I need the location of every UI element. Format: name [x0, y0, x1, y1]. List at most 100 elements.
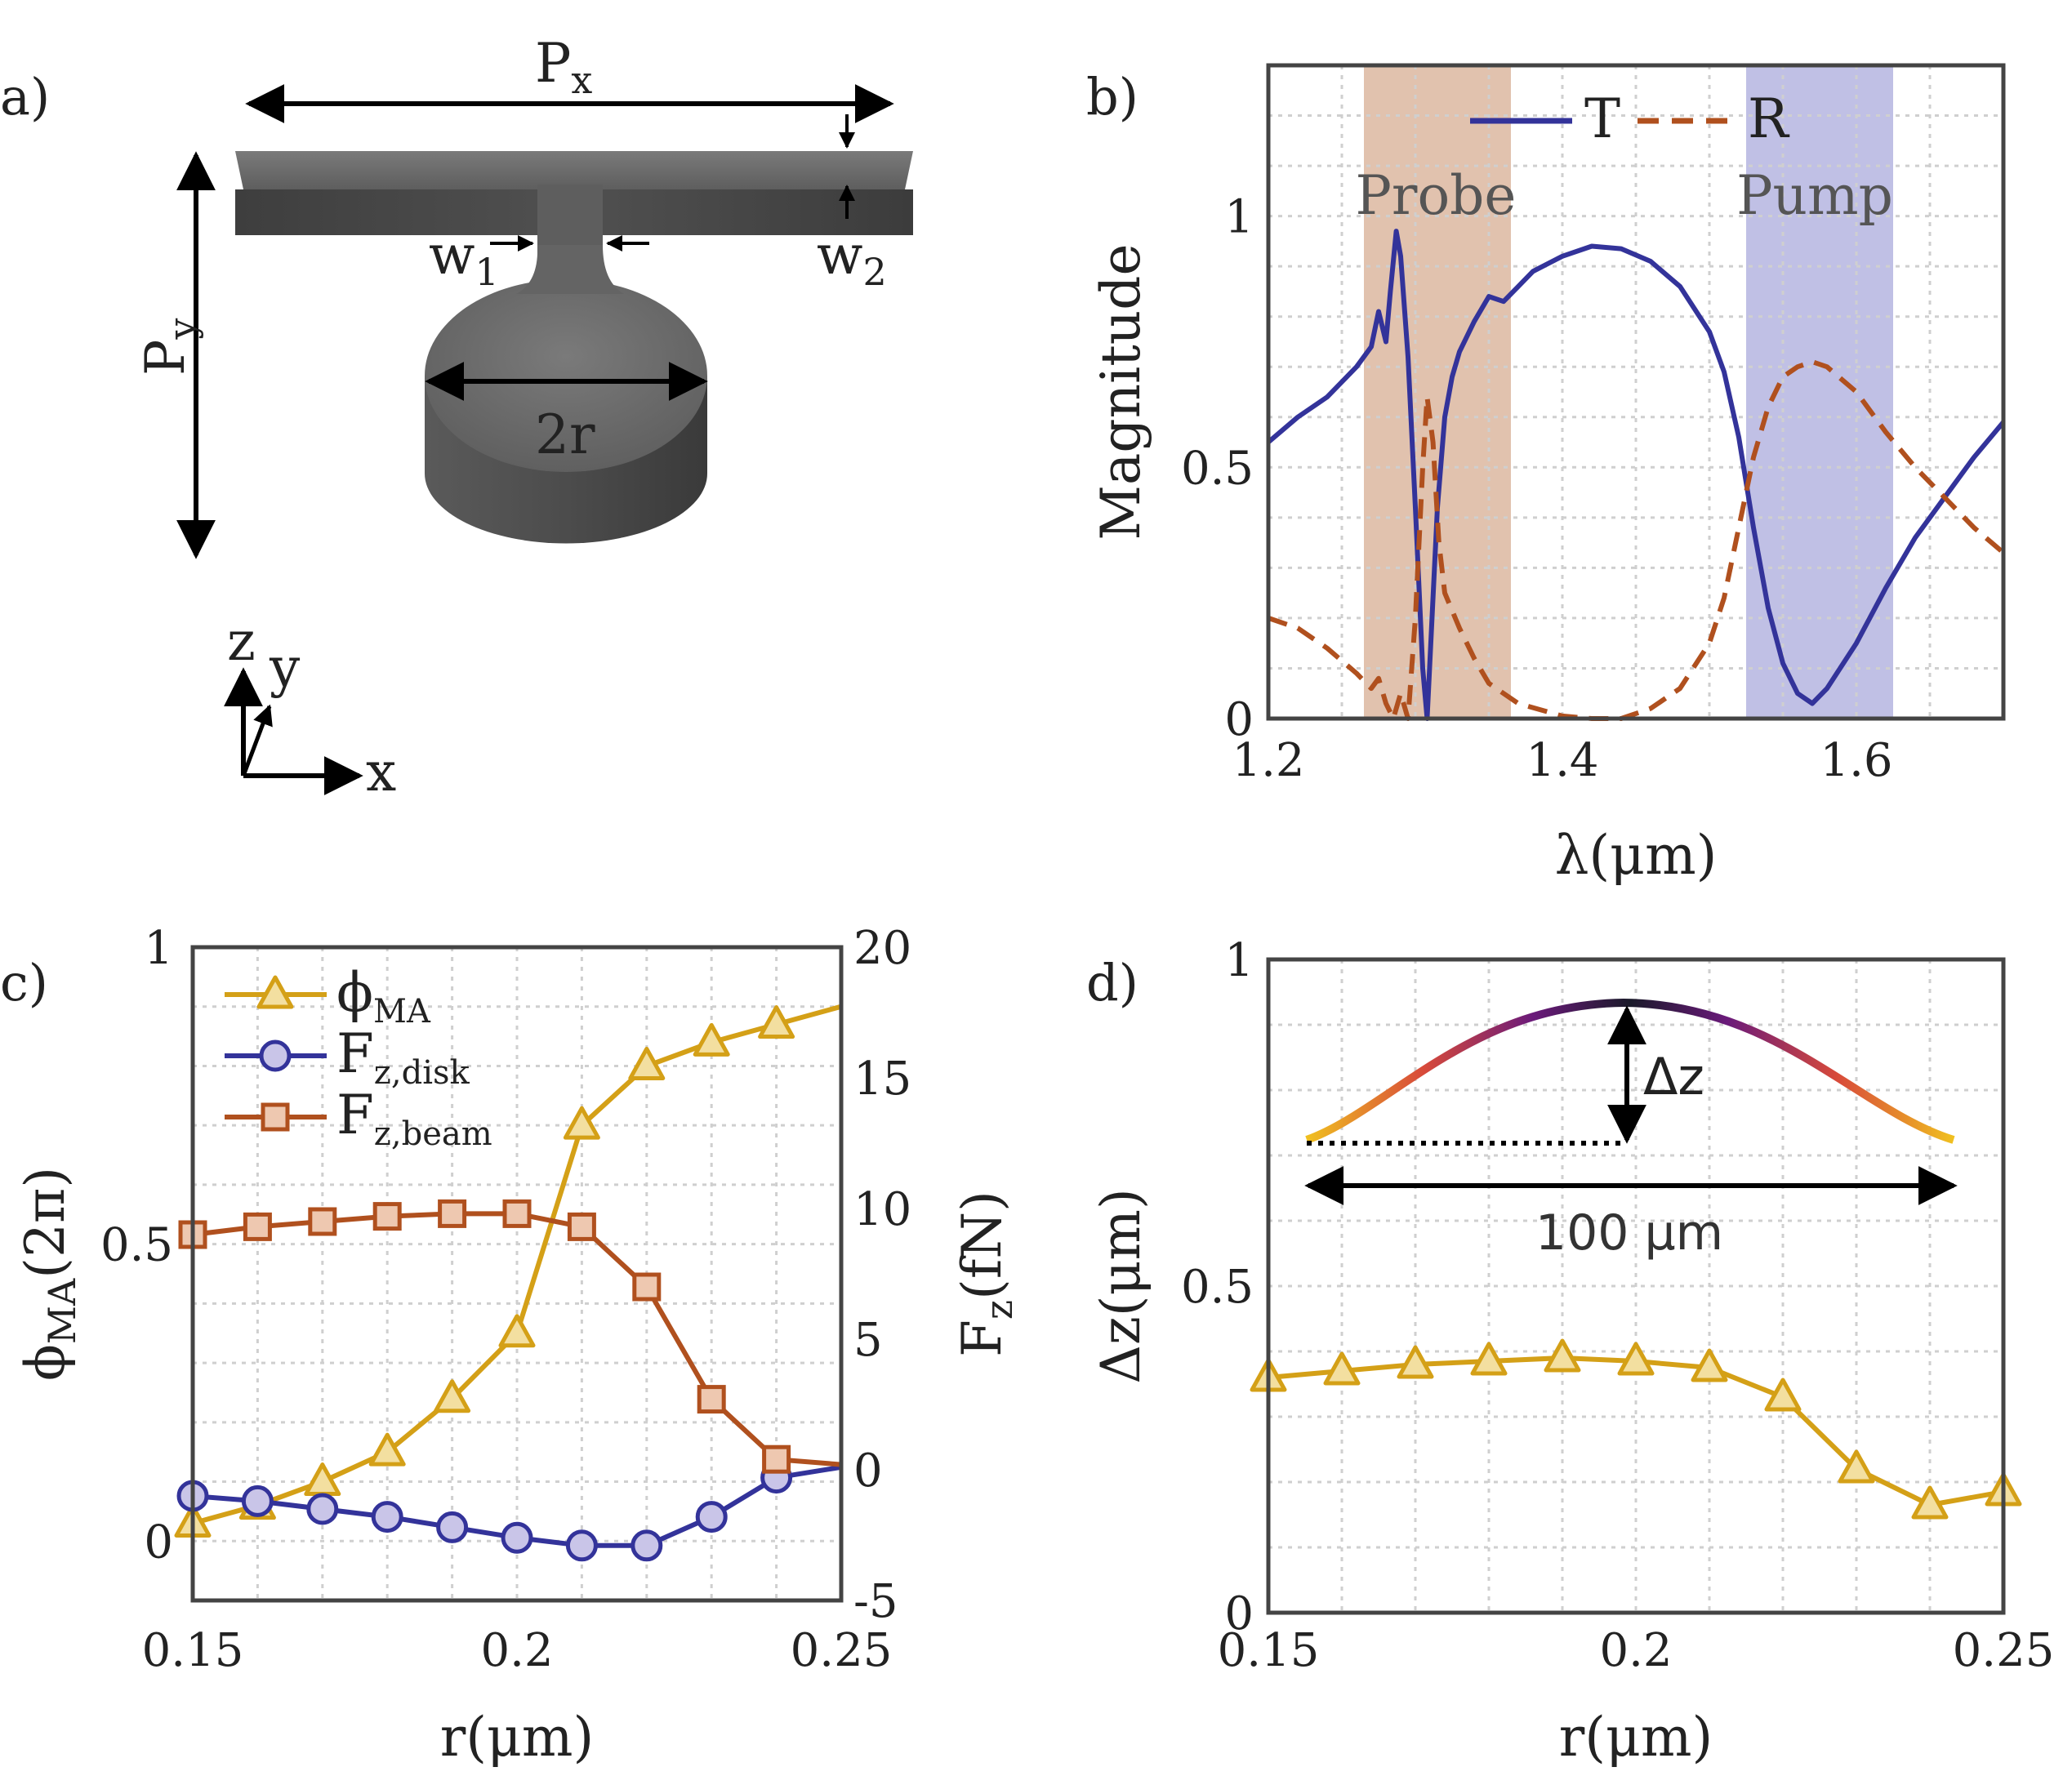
- w1-label: w1: [429, 224, 499, 294]
- probe-band-label: Probe: [1355, 164, 1516, 227]
- pump-band-label: Pump: [1736, 164, 1893, 227]
- data-point-z,disk: [565, 1529, 598, 1562]
- axis-y-label: y: [269, 636, 301, 699]
- y-right-tick-label: 15: [853, 1053, 911, 1106]
- y-tick-label: 0.5: [1181, 442, 1254, 495]
- y-tick-label: 0.5: [100, 1219, 173, 1272]
- py-label: Py: [134, 318, 204, 376]
- deflection-curve: [1305, 998, 1955, 1144]
- span-label: 100 μm: [1535, 1204, 1723, 1262]
- tick-labels: 1.2 1.4 1.6 0 0.5 1: [1181, 191, 1893, 787]
- x-tick-label: 1.6: [1820, 734, 1892, 787]
- data-point-MA: [758, 1005, 795, 1039]
- y-axis-label: ϕMA(2π): [14, 1167, 84, 1381]
- data-point-dz: [1764, 1378, 1802, 1412]
- y-right-tick-label: 10: [853, 1183, 911, 1236]
- y-axis-right-label: Fz(fN): [951, 1191, 1021, 1357]
- data-point-z,disk: [371, 1501, 403, 1533]
- legend-swatch-marker: [259, 1039, 292, 1072]
- y-right-tick-label: 0: [853, 1444, 883, 1498]
- data-point-z,disk: [501, 1521, 533, 1554]
- legend-label-sub: MA: [373, 993, 431, 1030]
- grid-layer: [193, 946, 841, 1600]
- legend-r-label: R: [1748, 87, 1790, 150]
- y-tick-label: 1: [1224, 934, 1254, 987]
- y-tick-label: 0: [1224, 1587, 1254, 1640]
- x-tick-label: 0.2: [1599, 1624, 1672, 1677]
- panel-c: c) 0.15 0.2 0.25 0 0.5 1 -5 0 5 10 15 20 r(μm) ϕMA(…: [0, 922, 1021, 1769]
- legend-label: Fz,disk: [336, 1022, 470, 1092]
- series-line-MA: [192, 1004, 842, 1526]
- series-line-T: [1267, 229, 2006, 721]
- data-point-z,disk: [436, 1511, 469, 1543]
- panel-b: b) 1.2 1.4 1.6 0 0.5 1 λ(μm) Magnitude T R Pr…: [1086, 63, 2006, 887]
- x-tick-label: 1.2: [1232, 734, 1304, 787]
- panel-d-label: d): [1086, 953, 1138, 1013]
- legend-label-main: F: [336, 1084, 374, 1146]
- data-point-z,disk: [695, 1501, 728, 1533]
- y-right-tick-label: 20: [853, 922, 911, 975]
- data-point-z,beam: [308, 1207, 337, 1236]
- band-probe: [1364, 65, 1511, 719]
- legend-label: Fz,beam: [336, 1084, 492, 1153]
- data-point-MA: [693, 1022, 730, 1057]
- data-point-MA: [368, 1432, 406, 1467]
- axis-x-label: x: [366, 741, 396, 803]
- deflection-inset: Δz 100 μm: [1304, 998, 1958, 1262]
- data-point-z,beam: [438, 1199, 467, 1228]
- diameter-label: 2r: [535, 403, 595, 466]
- coordinate-axes-icon: z y x: [224, 610, 396, 803]
- series-layer: [1267, 229, 2006, 721]
- beam-structure: [235, 151, 913, 544]
- data-point-z,beam: [502, 1199, 532, 1228]
- dz-inset-label: Δz: [1643, 1047, 1704, 1106]
- axis-z-label: z: [227, 610, 256, 673]
- data-point-dz: [1617, 1342, 1655, 1376]
- x-tick-label: 0.25: [1953, 1624, 2055, 1677]
- data-point-MA: [628, 1046, 666, 1080]
- legend-label-main: F: [336, 1022, 374, 1085]
- stem-neck: [516, 245, 624, 294]
- panel-a-label: a): [0, 67, 50, 127]
- y-axis-label: Magnitude: [1089, 243, 1152, 540]
- panel-b-label: b): [1086, 67, 1138, 127]
- data-point-MA: [498, 1314, 536, 1348]
- data-point-dz: [1544, 1338, 1581, 1373]
- grid-layer: [1268, 65, 2003, 719]
- data-point-z,beam: [697, 1385, 726, 1414]
- w2-label: w2: [817, 224, 887, 294]
- data-point-z,beam: [372, 1202, 402, 1231]
- legend-label-sub: z,disk: [374, 1054, 470, 1092]
- bands-layer: [1364, 65, 1893, 719]
- data-point-dz: [1470, 1342, 1508, 1376]
- axes-frame: [190, 945, 844, 1603]
- y-tick-label: 0: [1224, 693, 1254, 746]
- data-point-MA: [563, 1106, 600, 1140]
- data-point-dz: [1691, 1348, 1728, 1382]
- x-tick-label: 0.2: [480, 1624, 553, 1677]
- data-point-MA: [434, 1379, 471, 1413]
- panel-c-label: c): [0, 953, 48, 1013]
- y-right-tick-label: 5: [853, 1314, 883, 1367]
- y-tick-label: 1: [144, 922, 173, 975]
- x-tick-label: 0.15: [142, 1624, 244, 1677]
- x-tick-label: 0.25: [791, 1624, 893, 1677]
- tick-labels: 0.15 0.2 0.25 0 0.5 1: [1181, 934, 2054, 1677]
- beam-top-face: [235, 151, 913, 189]
- tick-labels: 0.15 0.2 0.25 0 0.5 1 -5 0 5 10 15 20: [100, 922, 911, 1677]
- data-point-dz: [1323, 1351, 1361, 1386]
- y-tick-label: 1: [1224, 191, 1254, 244]
- data-point-z,beam: [632, 1272, 662, 1302]
- data-point-z,beam: [567, 1212, 596, 1241]
- data-point-z,disk: [306, 1493, 339, 1525]
- y-axis-label: Δz(μm): [1089, 1188, 1152, 1383]
- data-point-z,beam: [762, 1444, 791, 1474]
- axes-frame: [1266, 957, 2006, 1615]
- legend-label-main: ϕ: [336, 961, 373, 1024]
- x-axis-label: r(μm): [440, 1706, 595, 1769]
- panel-a: a) Px Py w1 w2 2r: [0, 32, 913, 803]
- x-axis-label: λ(μm): [1555, 824, 1718, 887]
- data-point-dz: [1911, 1485, 1949, 1520]
- legend-swatch-marker: [261, 1102, 290, 1132]
